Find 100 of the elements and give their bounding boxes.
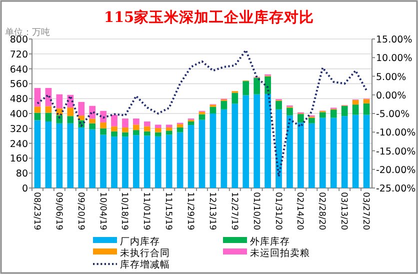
- bar: [45, 106, 52, 113]
- bar: [78, 127, 85, 188]
- bar: [352, 114, 359, 188]
- x-tick-label: 11/15/19: [163, 192, 174, 230]
- bar: [45, 112, 52, 122]
- bar: [188, 125, 194, 188]
- bar: [45, 122, 52, 188]
- bar: [154, 128, 162, 132]
- legend-label: 未执行合同: [120, 247, 170, 259]
- bar: [144, 136, 150, 188]
- bar: [89, 129, 96, 188]
- bar: [363, 99, 370, 104]
- bar: [67, 108, 74, 116]
- bar: [286, 108, 293, 116]
- legend-label: 未运回拍卖粮: [250, 247, 310, 259]
- x-tick-label: 11/01/19: [141, 192, 152, 230]
- bar: [210, 106, 216, 114]
- bar: [166, 134, 172, 188]
- bar: [276, 109, 282, 188]
- y2-tick-label: -25.00%: [376, 184, 416, 194]
- bar: [34, 120, 41, 188]
- bar: [264, 76, 271, 94]
- y2-tick-label: 15.00%: [376, 34, 412, 46]
- bar: [89, 106, 96, 119]
- x-tick-label: 10/18/19: [119, 192, 130, 230]
- bar: [67, 116, 74, 124]
- bar: [254, 94, 260, 188]
- bar: [319, 118, 326, 188]
- bar: [352, 104, 359, 115]
- bar: [232, 92, 238, 104]
- bar: [242, 81, 250, 96]
- bar: [341, 106, 348, 116]
- bar: [198, 120, 206, 188]
- bar: [254, 78, 260, 94]
- bar: [166, 130, 172, 135]
- bar: [276, 100, 282, 110]
- y-tick-label: 480: [10, 94, 28, 106]
- bar: [89, 123, 96, 130]
- bar: [122, 136, 128, 188]
- x-tick-label: 11/29/19: [185, 192, 196, 230]
- bar: [111, 131, 118, 137]
- y-tick-label: 0: [22, 184, 28, 194]
- bar: [56, 115, 63, 124]
- bar: [198, 114, 206, 120]
- y-tick-label: 640: [10, 64, 28, 76]
- bar: [133, 124, 140, 130]
- y2-tick-label: -10.00%: [376, 128, 416, 139]
- bar: [308, 118, 315, 124]
- bar: [242, 95, 250, 188]
- x-tick-label: 03/13/20: [338, 192, 349, 230]
- y2-tick-label: 5.00%: [376, 72, 406, 83]
- y2-tick-label: -5.00%: [376, 109, 410, 120]
- bar: [100, 128, 106, 135]
- bar: [144, 131, 150, 136]
- bar: [220, 109, 228, 188]
- bar: [133, 135, 140, 188]
- bar: [122, 127, 128, 132]
- bar: [210, 114, 216, 188]
- bar: [154, 136, 162, 188]
- x-tick-label: 02/28/20: [316, 192, 327, 230]
- x-tick-label: 09/06/19: [53, 192, 64, 230]
- bar: [319, 112, 326, 118]
- bar: [154, 124, 162, 128]
- bar: [133, 118, 140, 125]
- bar: [188, 122, 194, 126]
- bar: [144, 122, 150, 126]
- bar: [166, 124, 172, 128]
- bar: [34, 106, 41, 113]
- bar: [111, 114, 118, 126]
- y-tick-label: 240: [10, 138, 28, 150]
- y2-tick-label: -20.00%: [376, 164, 416, 176]
- bar: [89, 118, 96, 124]
- bar: [341, 116, 348, 188]
- bar: [133, 130, 140, 136]
- bar: [56, 94, 63, 108]
- bar: [34, 88, 41, 107]
- legend-label: 外库库存: [250, 236, 290, 248]
- x-tick-label: 03/27/20: [360, 192, 371, 230]
- bar: [166, 127, 172, 131]
- line-series: [36, 49, 368, 178]
- bar: [100, 134, 106, 188]
- bar: [232, 104, 238, 188]
- y-tick-label: 560: [10, 79, 28, 90]
- y-tick-label: 160: [10, 154, 28, 165]
- y-tick-label: 400: [10, 109, 28, 120]
- y-tick-label: 800: [10, 34, 28, 46]
- x-tick-label: 12/13/19: [206, 192, 217, 230]
- y-tick-label: 320: [10, 124, 28, 135]
- bar: [176, 124, 184, 128]
- x-tick-label: 02/14/20: [294, 192, 305, 230]
- bar: [56, 123, 63, 188]
- bar: [78, 102, 85, 116]
- x-tick-label: 09/20/19: [75, 192, 86, 230]
- bar: [330, 110, 337, 118]
- bar: [220, 100, 228, 110]
- bar: [363, 103, 370, 115]
- bar: [330, 118, 337, 188]
- bar: [176, 127, 184, 132]
- bar: [286, 115, 293, 188]
- y2-tick-label: -15.00%: [376, 146, 416, 158]
